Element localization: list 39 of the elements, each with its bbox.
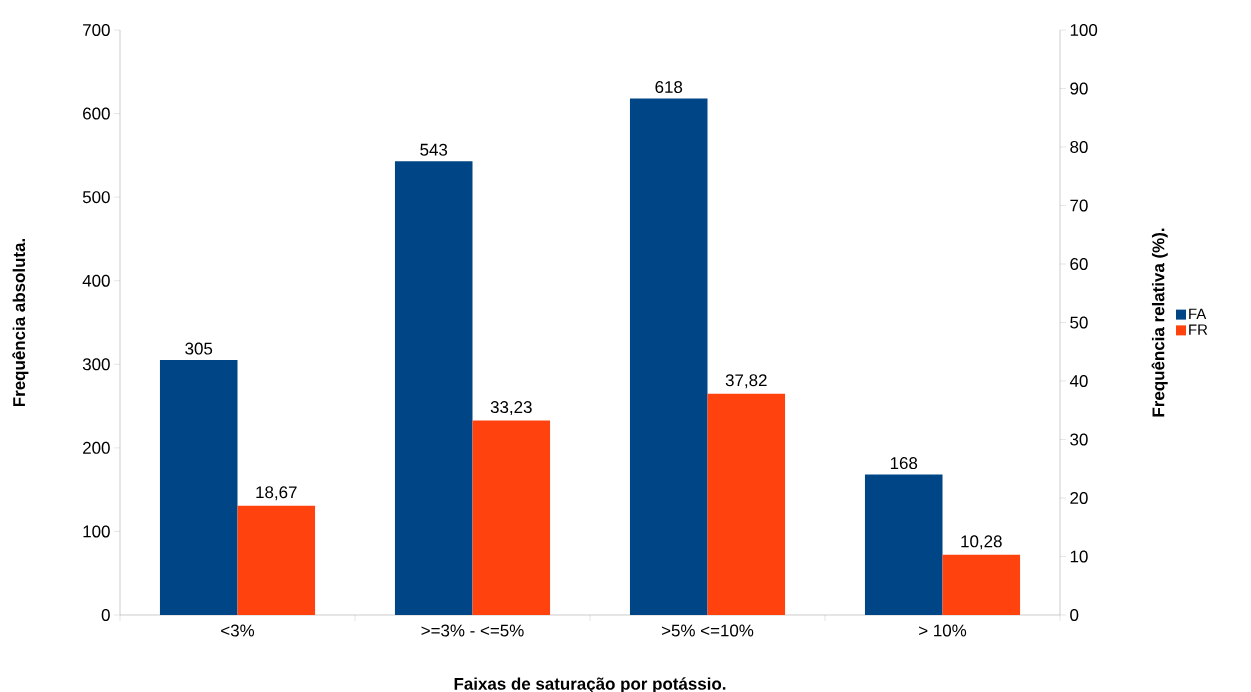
y2-tick-label: 20 [1070, 492, 1088, 504]
y-tick-label: 300 [82, 358, 110, 371]
y-tick-label: 500 [82, 191, 110, 204]
x-tick-label: >=3% - <=5% [421, 624, 524, 637]
bar [159, 360, 238, 615]
y-tick-label: 0 [101, 609, 110, 621]
data-label: 305 [185, 342, 213, 355]
data-label: 168 [890, 457, 918, 470]
y2-tick-label: 70 [1070, 199, 1088, 212]
legend-label: FR [1189, 324, 1208, 335]
bar [629, 98, 708, 615]
data-label: 37,82 [725, 374, 767, 389]
y2-tick-label: 30 [1070, 433, 1088, 446]
y-tick-label: 100 [83, 525, 110, 538]
y2-tick-label: 40 [1069, 375, 1088, 387]
data-label: 33,23 [490, 401, 532, 416]
data-label: 18,67 [256, 486, 297, 501]
y2-axis-title: Frequência relativa (%). [1151, 228, 1168, 417]
x-tick-label: > 10% [919, 624, 967, 637]
y2-tick-label: 50 [1070, 316, 1088, 329]
y-tick-label: 600 [83, 107, 110, 120]
y-axis-title: Frequência absoluta. [12, 238, 29, 407]
legend-label: FA [1189, 308, 1207, 320]
y-tick-label: 700 [83, 24, 110, 36]
y2-tick-label: 100 [1070, 23, 1098, 36]
data-label: 543 [420, 143, 448, 156]
y2-tick-label: 0 [1070, 609, 1079, 621]
y2-tick-label: 60 [1070, 258, 1088, 270]
y-tick-label: 200 [83, 441, 110, 454]
y2-tick-label: 90 [1070, 82, 1088, 95]
y2-tick-label: 80 [1070, 141, 1088, 153]
data-label: 10,28 [961, 535, 1002, 550]
y2-tick-label: 10 [1070, 550, 1088, 563]
data-label: 618 [655, 81, 683, 94]
x-tick-label: <3% [221, 624, 255, 637]
x-tick-label: >5% <=10% [661, 624, 754, 637]
bar [864, 474, 943, 615]
y-tick-label: 400 [82, 274, 110, 287]
bar [394, 161, 473, 615]
